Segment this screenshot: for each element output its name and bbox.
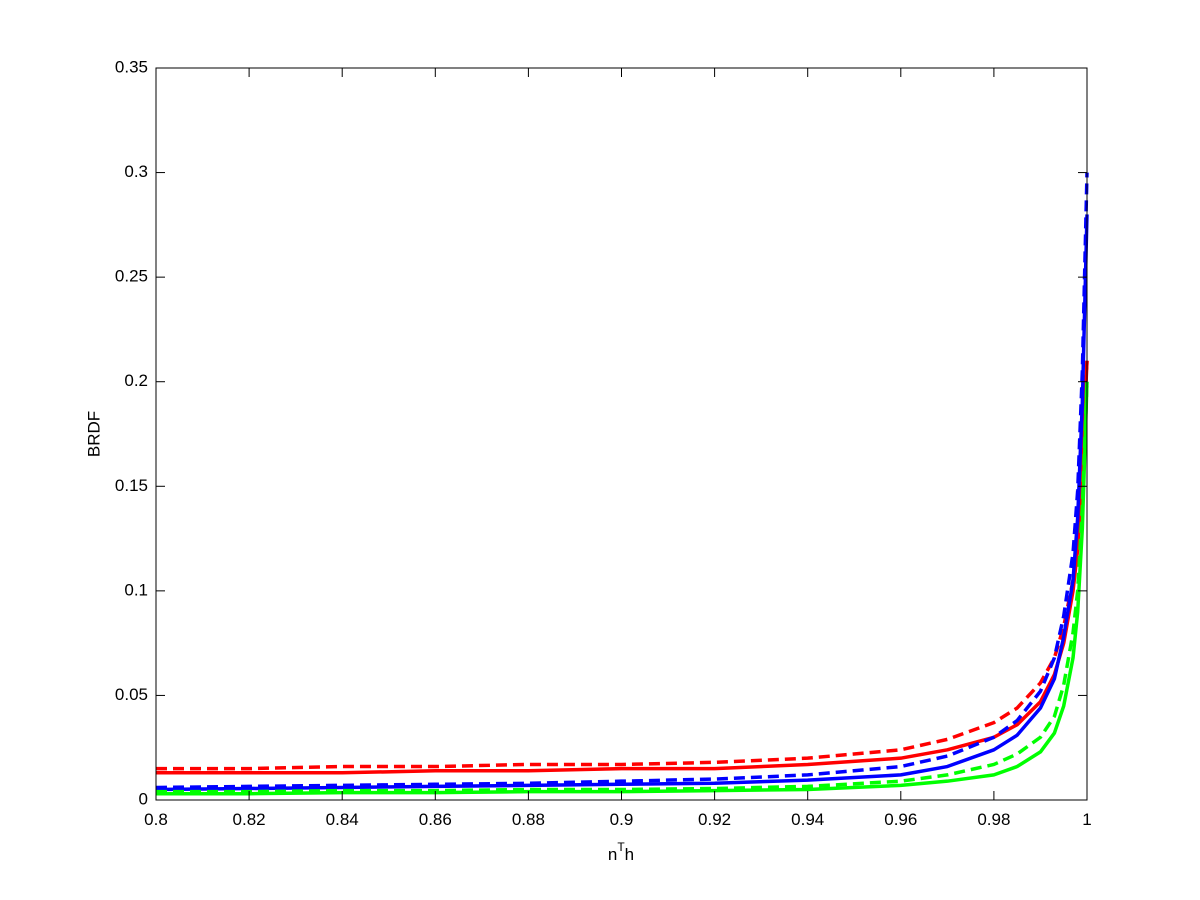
y-tick-label: 0.15 — [115, 476, 148, 495]
y-tick-label: 0 — [139, 789, 148, 808]
x-label-tail: h — [625, 845, 634, 864]
x-tick-label: 1 — [1082, 810, 1091, 829]
y-tick-label: 0.3 — [124, 162, 148, 181]
x-tick-label: 0.8 — [144, 810, 168, 829]
y-axis-label: BRDF — [84, 411, 103, 457]
x-tick-label: 0.82 — [233, 810, 266, 829]
y-tick-label: 0.1 — [124, 580, 148, 599]
y-tick-label: 0.2 — [124, 371, 148, 390]
x-tick-label: 0.86 — [419, 810, 452, 829]
y-tick-label: 0.25 — [115, 267, 148, 286]
x-tick-label: 0.92 — [698, 810, 731, 829]
series-line — [155, 172, 1089, 790]
series-line — [156, 381, 1089, 794]
y-tick-label: 0.05 — [115, 685, 148, 704]
series-line — [155, 214, 1089, 792]
x-tick-label: 0.9 — [610, 810, 634, 829]
plot-area — [156, 68, 1087, 800]
x-label-sup: T — [617, 840, 625, 854]
x-label-base: n — [608, 845, 617, 864]
y-tick-label: 0.35 — [115, 57, 148, 76]
x-axis-label: nTh — [608, 840, 634, 864]
x-tick-label: 0.84 — [326, 810, 359, 829]
x-tick-label: 0.94 — [791, 810, 824, 829]
x-tick-label: 0.96 — [884, 810, 917, 829]
x-tick-label: 0.98 — [977, 810, 1010, 829]
x-tick-label: 0.88 — [512, 810, 545, 829]
